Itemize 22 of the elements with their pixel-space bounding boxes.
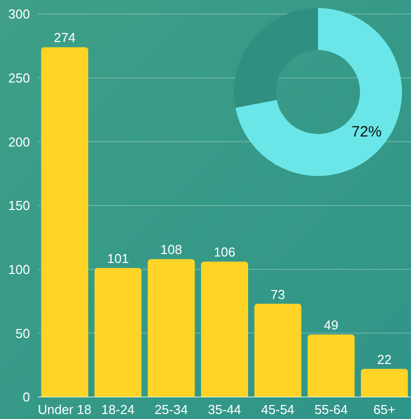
y-tick-label: 50 <box>16 326 30 341</box>
y-tick-label: 0 <box>22 390 30 405</box>
x-tick-label: 35-44 <box>208 402 242 418</box>
data-label: 106 <box>214 244 236 260</box>
x-tick-label: Under 18 <box>38 402 92 418</box>
y-tick-label: 150 <box>8 198 30 214</box>
data-label: 72% <box>352 124 382 141</box>
x-tick-label: 45-54 <box>261 402 294 418</box>
x-tick-label: 25-34 <box>154 402 188 418</box>
y-tick-label: 200 <box>8 134 30 150</box>
data-label: 108 <box>160 242 182 258</box>
data-label: 274 <box>54 30 76 46</box>
data-label: 73 <box>270 286 286 302</box>
data-label: 22 <box>377 352 392 367</box>
y-tick-label: 250 <box>8 70 30 86</box>
x-tick-label: 55-64 <box>314 402 348 418</box>
data-label: 49 <box>324 317 338 332</box>
y-tick-label: 100 <box>8 262 30 277</box>
data-label: 101 <box>107 251 129 266</box>
y-tick-label: 300 <box>8 6 30 22</box>
x-tick-label: 65+ <box>373 402 396 418</box>
x-tick-label: 18-24 <box>101 402 135 418</box>
